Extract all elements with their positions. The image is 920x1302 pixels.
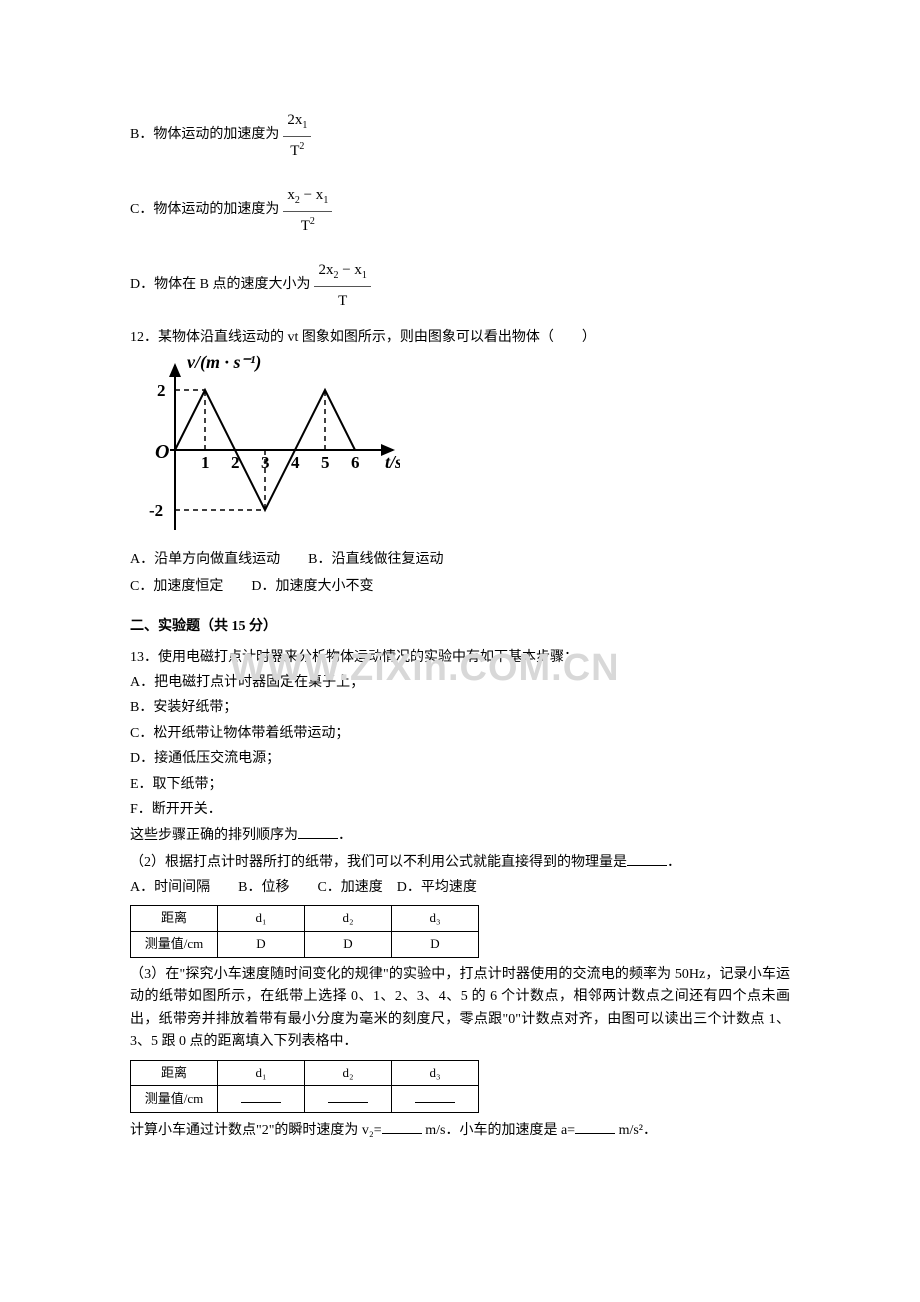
q13-step-e: E．取下纸带； (130, 774, 790, 796)
blank-order[interactable] (298, 824, 338, 839)
blank-d2[interactable] (328, 1088, 368, 1103)
table-cell: 测量值/cm (131, 932, 218, 958)
svg-text:2: 2 (157, 381, 166, 400)
svg-text:6: 6 (351, 453, 360, 472)
frac-num: x2 − x1 (283, 183, 332, 212)
svg-text:O: O (155, 441, 169, 463)
blank-d1[interactable] (241, 1088, 281, 1103)
q13-step-d: D．接通低压交流电源； (130, 748, 790, 770)
table-cell (392, 1086, 479, 1113)
option-b-text: B．物体运动的加速度为 (130, 124, 279, 146)
frac-num: 2x1 (283, 108, 311, 137)
table1: 距离 d₁ d₂ d₃ 测量值/cm D D D (130, 905, 479, 958)
svg-text:-2: -2 (149, 501, 163, 520)
q12-choices-row2: C．加速度恒定 D．加速度大小不变 (130, 576, 790, 598)
frac-den: T2 (283, 212, 332, 238)
frac-den: T (314, 287, 370, 313)
svg-text:v/(m · s⁻¹): v/(m · s⁻¹) (187, 355, 261, 373)
q12-choices-row1: A．沿单方向做直线运动 B．沿直线做往复运动 (130, 549, 790, 571)
section-2-header: 二、实验题（共 15 分） (130, 616, 790, 638)
vt-chart: v/(m · s⁻¹)t/s2-2O123456 (130, 355, 400, 545)
table-cell: D (392, 932, 479, 958)
q13-step-c: C．松开纸带让物体带着纸带运动； (130, 723, 790, 745)
table-row: 距离 d₁ d₂ d₃ (131, 906, 479, 932)
table-cell (305, 1086, 392, 1113)
table-row: 测量值/cm (131, 1086, 479, 1113)
option-c-row: C．物体运动的加速度为 x2 − x1 T2 (130, 183, 790, 238)
option-d-fraction: 2x2 − x1 T (314, 258, 370, 313)
q13-part2-choices: A．时间间隔 B．位移 C．加速度 D．平均速度 (130, 877, 790, 899)
table-cell: 距离 (131, 906, 218, 932)
table-cell: D (305, 932, 392, 958)
svg-text:5: 5 (321, 453, 330, 472)
q12-choice-c: C．加速度恒定 (130, 579, 223, 594)
svg-text:1: 1 (201, 453, 210, 472)
blank-part2[interactable] (627, 851, 667, 866)
option-b-fraction: 2x1 T2 (283, 108, 311, 163)
svg-text:t/s: t/s (385, 452, 400, 472)
q13-part2-line: （2）根据打点计时器所打的纸带，我们可以不利用公式就能直接得到的物理量是． (130, 851, 790, 874)
table-cell: d₂ (305, 1060, 392, 1086)
table-cell (218, 1086, 305, 1113)
table-cell: d₃ (392, 906, 479, 932)
blank-d3[interactable] (415, 1088, 455, 1103)
q13-step-b: B．安装好纸带； (130, 697, 790, 719)
table-cell: 测量值/cm (131, 1086, 218, 1113)
q13-intro: 13．使用电磁打点计时器来分析物体运动情况的实验中有如下基本步骤： (130, 647, 790, 669)
table-cell: 距离 (131, 1060, 218, 1086)
table-cell: d₁ (218, 906, 305, 932)
frac-den: T2 (283, 137, 311, 163)
table-cell: D (218, 932, 305, 958)
frac-num: 2x2 − x1 (314, 258, 370, 287)
option-d-row: D．物体在 B 点的速度大小为 2x2 − x1 T (130, 258, 790, 313)
q13-order-line: 这些步骤正确的排列顺序为． (130, 824, 790, 847)
table-row: 距离 d₁ d₂ d₃ (131, 1060, 479, 1086)
option-c-fraction: x2 − x1 T2 (283, 183, 332, 238)
table-cell: d₂ (305, 906, 392, 932)
q12-choice-b: B．沿直线做往复运动 (308, 552, 443, 567)
blank-a[interactable] (575, 1119, 615, 1134)
table-cell: d₁ (218, 1060, 305, 1086)
q12-choice-d: D．加速度大小不变 (251, 579, 373, 594)
table-cell: d₃ (392, 1060, 479, 1086)
q12-text: 12．某物体沿直线运动的 vt 图象如图所示，则由图象可以看出物体（ ） (130, 327, 790, 349)
option-d-text: D．物体在 B 点的速度大小为 (130, 274, 310, 296)
q13-step-f: F．断开开关． (130, 799, 790, 821)
option-c-text: C．物体运动的加速度为 (130, 199, 279, 221)
table2: 距离 d₁ d₂ d₃ 测量值/cm (130, 1060, 479, 1114)
blank-v2[interactable] (382, 1119, 422, 1134)
option-b-row: B．物体运动的加速度为 2x1 T2 (130, 108, 790, 163)
q13-calc-line: 计算小车通过计数点"2"的瞬时速度为 v₂= m/s．小车的加速度是 a= m/… (130, 1119, 790, 1142)
q13-step-a: A．把电磁打点计时器固定在桌子上； (130, 672, 790, 694)
q13-part3-text: （3）在"探究小车速度随时间变化的规律"的实验中，打点计时器使用的交流电的频率为… (130, 964, 790, 1054)
q12-choice-a: A．沿单方向做直线运动 (130, 552, 280, 567)
table-row: 测量值/cm D D D (131, 932, 479, 958)
